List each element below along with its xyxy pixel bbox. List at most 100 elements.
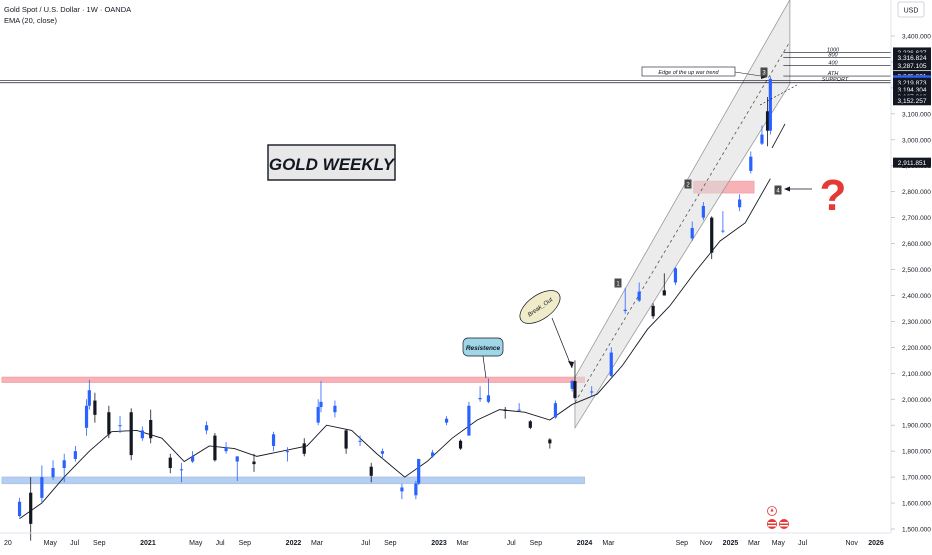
candle[interactable] — [380, 448, 384, 459]
us-flag-icon[interactable] — [767, 519, 777, 529]
candle[interactable] — [467, 401, 471, 436]
indicator-label[interactable]: EMA (20, close) — [4, 16, 57, 25]
candle[interactable] — [651, 303, 655, 319]
us-flag-icon[interactable] — [779, 519, 789, 529]
candle[interactable] — [107, 405, 111, 439]
candle[interactable] — [84, 399, 89, 436]
candle[interactable] — [252, 453, 256, 472]
question-mark: ? — [820, 171, 847, 220]
candle[interactable] — [478, 386, 482, 402]
candle-body — [609, 352, 613, 376]
candle[interactable] — [40, 465, 44, 504]
candle[interactable] — [179, 462, 184, 483]
candle[interactable] — [765, 96, 770, 147]
candle-body — [190, 456, 195, 462]
candle-body — [768, 78, 772, 131]
candle[interactable] — [213, 432, 217, 462]
candle[interactable] — [302, 438, 306, 457]
candle[interactable] — [51, 460, 55, 480]
candle[interactable] — [62, 453, 66, 483]
price-tick-label: 2,800.000 — [902, 189, 931, 196]
time-axis[interactable]: 20 May Jul Sep 2021 May Jul Sep 2022 Mar Jul Sep 202… — [4, 540, 884, 547]
candle-body — [17, 501, 22, 517]
candle[interactable] — [673, 266, 678, 286]
candle[interactable] — [486, 378, 491, 404]
candle[interactable] — [190, 451, 195, 463]
candle[interactable] — [168, 453, 172, 474]
candle[interactable] — [548, 438, 552, 449]
candle[interactable] — [749, 151, 753, 174]
candle[interactable] — [570, 379, 574, 392]
candle[interactable] — [358, 435, 362, 446]
candle[interactable] — [118, 416, 122, 433]
candle[interactable] — [528, 420, 532, 430]
candle[interactable] — [319, 381, 323, 413]
candle[interactable] — [517, 403, 521, 411]
candle[interactable] — [738, 194, 742, 212]
candle[interactable] — [431, 449, 435, 458]
candle[interactable] — [316, 399, 320, 426]
currency-label: USD — [904, 8, 919, 15]
candle[interactable] — [760, 125, 764, 145]
candle-body — [478, 397, 482, 400]
candle[interactable] — [573, 360, 577, 400]
candle-body — [333, 405, 337, 413]
price-tick-label: 1,600.000 — [902, 501, 931, 508]
price-tick-label: 1,900.000 — [902, 423, 931, 430]
price-tick-label: 3,100.000 — [902, 111, 931, 118]
candle[interactable] — [369, 462, 373, 483]
candle[interactable] — [458, 439, 463, 450]
candle[interactable] — [701, 202, 705, 221]
time-tick-label: 2024 — [577, 540, 593, 547]
candle[interactable] — [285, 447, 290, 462]
candle[interactable] — [637, 282, 641, 302]
candle[interactable] — [149, 409, 153, 444]
candle[interactable] — [17, 497, 22, 518]
currency-badge[interactable] — [897, 1, 925, 18]
candle[interactable] — [129, 408, 133, 461]
candle[interactable] — [414, 480, 418, 500]
candle[interactable] — [344, 429, 348, 454]
candle[interactable] — [87, 379, 91, 410]
candle[interactable] — [73, 445, 77, 462]
candle[interactable] — [690, 221, 694, 241]
candle[interactable] — [609, 347, 613, 378]
events-icons[interactable] — [767, 506, 789, 530]
candle[interactable] — [271, 431, 276, 452]
candle-body — [84, 405, 89, 428]
candle-body — [765, 111, 770, 131]
candle-body — [118, 425, 122, 427]
candle[interactable] — [140, 426, 144, 441]
time-tick-label: Sep — [676, 540, 689, 547]
symbol-title[interactable]: Gold Spot / U.S. Dollar · 1W · OANDA — [4, 5, 131, 14]
candle[interactable] — [444, 416, 449, 426]
candles-layer — [17, 76, 772, 541]
candle[interactable] — [400, 483, 404, 500]
candle[interactable] — [333, 400, 337, 418]
candle-body — [417, 458, 421, 484]
candle[interactable] — [768, 76, 772, 135]
candle-body — [400, 487, 404, 492]
candle[interactable] — [553, 400, 558, 419]
candle[interactable] — [235, 456, 239, 481]
title-text: GOLD WEEKLY — [269, 155, 396, 174]
candle-body — [319, 401, 323, 408]
price-tick-label: 1,800.000 — [902, 449, 931, 456]
candle[interactable] — [204, 421, 209, 435]
candle[interactable] — [29, 477, 33, 541]
candle[interactable] — [417, 458, 421, 485]
time-tick-label: 2021 — [140, 540, 156, 547]
candle[interactable] — [93, 392, 97, 423]
candle-body — [701, 205, 705, 218]
candle[interactable] — [623, 287, 627, 314]
candle-body — [760, 134, 764, 144]
candle[interactable] — [721, 211, 725, 234]
wave-marker — [760, 67, 768, 77]
candle-body — [369, 466, 373, 476]
candle[interactable] — [503, 407, 507, 419]
candle[interactable] — [590, 386, 594, 397]
candle[interactable] — [710, 216, 714, 260]
candle[interactable] — [224, 442, 228, 454]
candle[interactable] — [662, 273, 666, 296]
